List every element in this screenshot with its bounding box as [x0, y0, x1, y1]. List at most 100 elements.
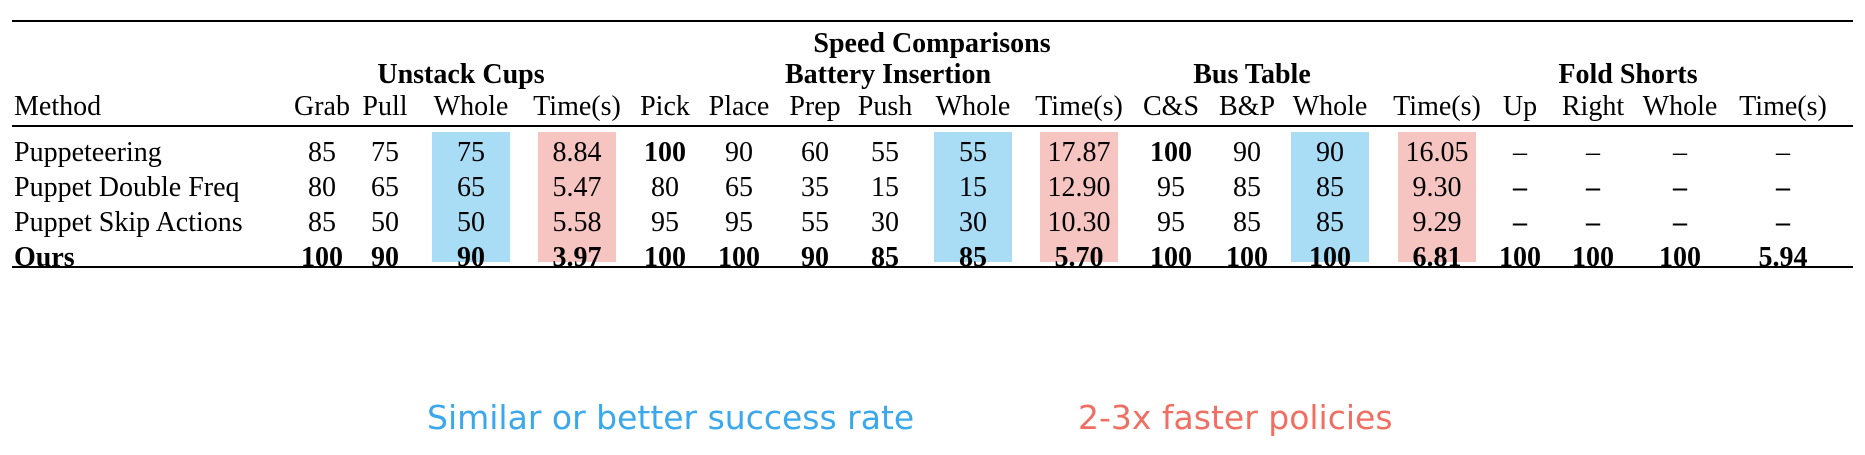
table-cell: 85: [308, 137, 336, 168]
table-cell: 35: [801, 172, 829, 203]
top-rule: [12, 20, 1853, 22]
table-cell: –: [1776, 207, 1790, 238]
group-battery-insertion: Battery Insertion: [784, 59, 992, 90]
success-highlight: [432, 132, 510, 262]
column-header: Right: [1561, 91, 1625, 122]
column-header: Grab: [294, 91, 350, 122]
table-cell: 100: [1499, 242, 1541, 273]
table-cell: 85: [308, 207, 336, 238]
speed-highlight: [538, 132, 616, 262]
table-cell: 3.97: [552, 242, 602, 273]
table-cell: 100: [644, 137, 686, 168]
column-header: Time(s): [1035, 91, 1123, 122]
success-caption: Similar or better success rate: [427, 398, 915, 437]
table-cell: –: [1673, 207, 1687, 238]
group-unstack-cups: Unstack Cups: [377, 59, 545, 90]
table-cell: 85: [1233, 207, 1261, 238]
column-header: Prep: [789, 91, 841, 122]
table-cell: 10.30: [1047, 207, 1111, 238]
table-cell: 85: [1316, 172, 1344, 203]
column-header: Time(s): [1393, 91, 1481, 122]
table-cell: –: [1776, 172, 1790, 203]
column-header: B&P: [1218, 91, 1276, 122]
success-highlight: [934, 132, 1012, 262]
table-cell: 6.81: [1412, 242, 1462, 273]
table-cell: 100: [1309, 242, 1351, 273]
column-header: Pull: [362, 91, 408, 122]
table-cell: 17.87: [1047, 137, 1111, 168]
method-name: Puppet Double Freq: [14, 172, 240, 203]
method-name: Ours: [14, 242, 75, 273]
method-name: Puppeteering: [14, 137, 162, 168]
table-title: Speed Comparisons: [813, 28, 1051, 59]
column-header: Up: [1502, 91, 1538, 122]
table-cell: –: [1586, 172, 1600, 203]
table-cell: 8.84: [552, 137, 602, 168]
bottom-rule: [12, 266, 1853, 268]
table-cell: 55: [871, 137, 899, 168]
table-cell: 100: [1226, 242, 1268, 273]
table-cell: 100: [1572, 242, 1614, 273]
table-cell: 5.58: [552, 207, 602, 238]
table-cell: –: [1513, 172, 1527, 203]
speed-highlight: [1040, 132, 1118, 262]
table-cell: 9.30: [1412, 172, 1462, 203]
success-highlight: [1291, 132, 1369, 262]
table-cell: 100: [1150, 137, 1192, 168]
column-header: Pick: [640, 91, 690, 122]
table-cell: 100: [1150, 242, 1192, 273]
group-bus-table: Bus Table: [1193, 59, 1311, 90]
header-rule: [12, 125, 1853, 127]
table-cell: 50: [457, 207, 485, 238]
table-cell: 85: [871, 242, 899, 273]
table-cell: 65: [371, 172, 399, 203]
table-cell: 90: [1233, 137, 1261, 168]
table-cell: 85: [959, 242, 987, 273]
column-header: Whole: [1292, 91, 1368, 122]
table-cell: 15: [959, 172, 987, 203]
speed-highlight: [1398, 132, 1476, 262]
speed-caption: 2-3x faster policies: [1078, 398, 1393, 437]
table-cell: 90: [725, 137, 753, 168]
table-cell: 100: [1659, 242, 1701, 273]
table-cell: 90: [457, 242, 485, 273]
table-cell: –: [1673, 172, 1687, 203]
method-header: Method: [14, 91, 102, 122]
table-cell: 30: [959, 207, 987, 238]
table-cell: 50: [371, 207, 399, 238]
table-cell: 100: [301, 242, 343, 273]
table-cell: 95: [725, 207, 753, 238]
table-cell: 90: [1316, 137, 1344, 168]
table-cell: 65: [457, 172, 485, 203]
table-cell: 5.70: [1054, 242, 1104, 273]
table-cell: 5.94: [1758, 242, 1808, 273]
table-cell: 15: [871, 172, 899, 203]
table-cell: 9.29: [1412, 207, 1462, 238]
column-header: Whole: [1642, 91, 1718, 122]
column-header: Whole: [433, 91, 509, 122]
table-cell: 75: [457, 137, 485, 168]
table-cell: 95: [651, 207, 679, 238]
method-name: Puppet Skip Actions: [14, 207, 243, 238]
table-cell: 95: [1157, 172, 1185, 203]
column-header: Push: [857, 91, 913, 122]
column-header: C&S: [1142, 91, 1200, 122]
table-cell: 12.90: [1047, 172, 1111, 203]
column-header: Time(s): [533, 91, 621, 122]
table-cell: 100: [644, 242, 686, 273]
table-cell: –: [1513, 137, 1527, 168]
table-cell: –: [1513, 207, 1527, 238]
table-cell: 80: [308, 172, 336, 203]
group-fold-shorts: Fold Shorts: [1558, 59, 1698, 90]
table-cell: –: [1673, 137, 1687, 168]
table-cell: 5.47: [552, 172, 602, 203]
table-cell: 80: [651, 172, 679, 203]
table-cell: 95: [1157, 207, 1185, 238]
table-cell: 85: [1316, 207, 1344, 238]
table-cell: 90: [371, 242, 399, 273]
table-cell: –: [1776, 137, 1790, 168]
table-cell: 30: [871, 207, 899, 238]
table-cell: –: [1586, 137, 1600, 168]
column-header: Whole: [935, 91, 1011, 122]
